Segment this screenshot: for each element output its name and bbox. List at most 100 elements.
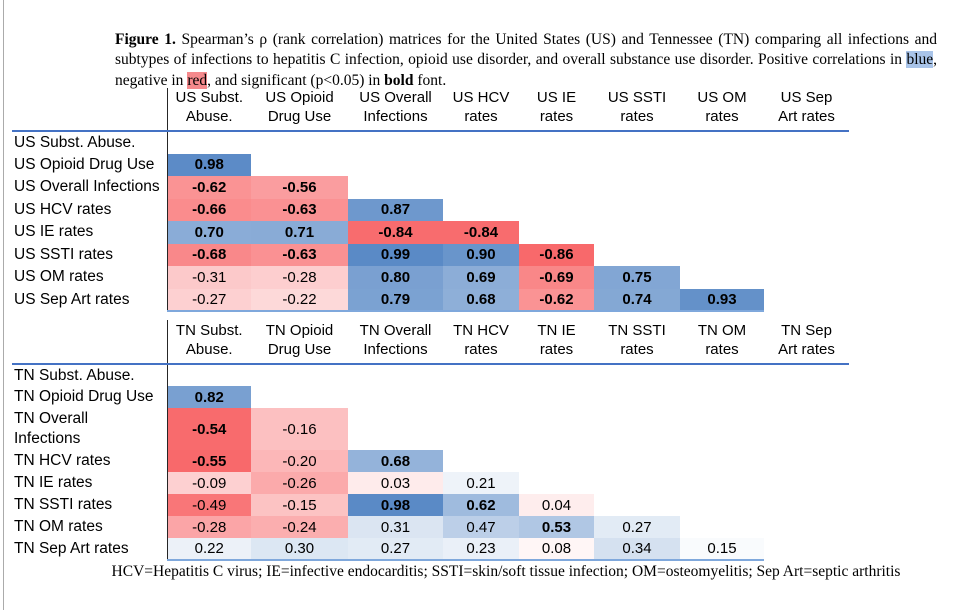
empty-cell	[680, 154, 764, 177]
empty-cell	[166, 364, 251, 386]
correlation-cell: 0.08	[519, 538, 594, 561]
column-header: US SSTI rates	[594, 88, 680, 132]
correlation-cell: -0.31	[166, 266, 251, 289]
empty-cell	[680, 244, 764, 267]
correlation-cell: 0.79	[348, 288, 443, 312]
correlation-cell: 0.93	[680, 288, 764, 312]
row-label-header	[12, 88, 167, 132]
empty-cell	[594, 472, 680, 494]
empty-cell	[519, 408, 594, 450]
row-label: TN IE rates	[14, 474, 93, 491]
row-label: US SSTI rates	[14, 245, 114, 263]
correlation-cell: 0.47	[443, 516, 519, 538]
empty-cell	[594, 386, 680, 408]
correlation-cell: 0.04	[519, 494, 594, 516]
column-header: TN SSTI rates	[594, 320, 680, 365]
caption-text: bold	[384, 71, 414, 89]
empty-cell	[680, 408, 764, 450]
column-header: TN Overall Infections	[348, 320, 443, 365]
empty-cell	[680, 472, 764, 494]
highlight-red: red	[187, 71, 208, 89]
column-header: TN Opioid Drug Use	[251, 320, 348, 365]
correlation-cell: 0.15	[680, 538, 764, 561]
empty-cell	[251, 131, 348, 154]
correlation-cell: -0.09	[166, 472, 251, 494]
correlation-cell: -0.68	[166, 243, 251, 266]
empty-cell	[519, 472, 594, 494]
row-label: US IE rates	[14, 223, 94, 241]
correlation-cell: 0.75	[594, 266, 680, 289]
empty-cell	[680, 199, 764, 222]
empty-cell	[594, 154, 680, 177]
correlation-cell: -0.20	[251, 450, 348, 472]
correlation-cell: 0.68	[348, 450, 443, 472]
empty-cell	[764, 538, 849, 560]
empty-cell	[251, 364, 348, 386]
empty-cell	[680, 450, 764, 472]
us-correlation-matrix: US Subst. Abuse. US Opioid Drug Use US Ove…	[12, 88, 849, 312]
correlation-cell: -0.56	[251, 176, 348, 199]
empty-cell	[764, 364, 849, 386]
empty-cell	[519, 221, 594, 244]
row-label: US HCV rates	[14, 200, 112, 218]
column-header: TN HCV rates	[443, 320, 519, 365]
column-header: US Subst. Abuse.	[166, 88, 251, 132]
correlation-cell: 0.21	[443, 472, 519, 494]
matrix-row: TN OM rates -0.28 -0.24 0.31 0.47 0.53 0.27	[12, 516, 849, 538]
column-header: US HCV rates	[443, 88, 519, 132]
correlation-cell: -0.55	[166, 450, 251, 472]
matrix-row: US OM rates -0.31 -0.28 0.80 0.69 -0.69 0.75	[12, 266, 849, 289]
column-header: US Sep Art rates	[764, 88, 849, 132]
row-label: TN Overall Infections	[14, 410, 89, 447]
caption-text: , and significant (p<0.05) in	[207, 71, 385, 89]
tn-correlation-matrix: TN Subst. Abuse. TN Opioid Drug Use TN Ove…	[12, 320, 849, 561]
empty-cell	[519, 386, 594, 408]
correlation-cell: -0.63	[251, 198, 348, 221]
empty-cell	[680, 221, 764, 244]
empty-cell	[519, 364, 594, 386]
correlation-cell: -0.62	[166, 176, 251, 199]
empty-cell	[251, 154, 348, 177]
correlation-cell: 0.27	[594, 516, 680, 538]
correlation-cell: 0.68	[443, 288, 519, 312]
empty-cell	[594, 199, 680, 222]
correlation-cell: -0.84	[348, 221, 443, 244]
empty-cell	[764, 472, 849, 494]
matrix-header-row: US Subst. Abuse. US Opioid Drug Use US Ove…	[12, 88, 849, 132]
empty-cell	[764, 386, 849, 408]
matrix-row: TN HCV rates -0.55 -0.20 0.68	[12, 450, 849, 472]
highlight-blue: blue	[906, 51, 934, 69]
caption-text: , negative in	[115, 51, 937, 89]
correlation-cell: -0.26	[251, 472, 348, 494]
row-label: US OM rates	[14, 268, 104, 286]
caption-text: font.	[413, 71, 447, 89]
correlation-cell: 0.80	[348, 266, 443, 289]
row-label: TN OM rates	[14, 518, 103, 535]
correlation-cell: 0.70	[166, 221, 251, 244]
empty-cell	[594, 494, 680, 516]
empty-cell	[443, 176, 519, 199]
empty-cell	[519, 450, 594, 472]
empty-cell	[348, 364, 443, 386]
empty-cell	[680, 131, 764, 154]
correlation-cell: -0.22	[251, 288, 348, 312]
correlation-cell: -0.15	[251, 494, 348, 516]
empty-cell	[519, 176, 594, 199]
empty-cell	[348, 154, 443, 177]
caption-text: Figure 1.	[115, 30, 176, 48]
row-label: US Opioid Drug Use	[14, 155, 155, 173]
empty-cell	[443, 386, 519, 408]
matrix-row: TN Opioid Drug Use 0.82	[12, 386, 849, 408]
correlation-cell: 0.31	[348, 516, 443, 538]
empty-cell	[594, 131, 680, 154]
empty-cell	[594, 176, 680, 199]
column-header: TN OM rates	[680, 320, 764, 365]
correlation-cell: -0.62	[519, 288, 594, 312]
caption-text: Spearman’s ρ (rank correlation) matrices…	[115, 30, 937, 69]
row-label: TN Sep Art rates	[14, 540, 129, 557]
correlation-cell: 0.53	[519, 516, 594, 538]
empty-cell	[764, 450, 849, 472]
empty-cell	[764, 221, 849, 244]
row-label: TN HCV rates	[14, 452, 111, 469]
column-header: US IE rates	[519, 88, 594, 132]
